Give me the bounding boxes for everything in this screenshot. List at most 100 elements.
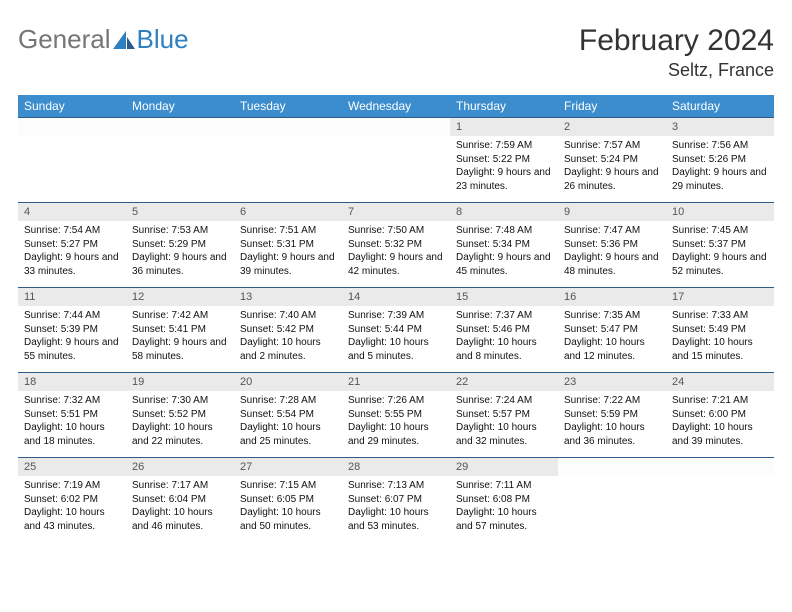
day-number: 29	[450, 458, 558, 476]
day-cell: 9Sunrise: 7:47 AMSunset: 5:36 PMDaylight…	[558, 203, 666, 288]
calendar-table: SundayMondayTuesdayWednesdayThursdayFrid…	[18, 95, 774, 543]
day-cell: 16Sunrise: 7:35 AMSunset: 5:47 PMDayligh…	[558, 288, 666, 373]
week-row: 11Sunrise: 7:44 AMSunset: 5:39 PMDayligh…	[18, 288, 774, 373]
day-number: 19	[126, 373, 234, 391]
day-number: 15	[450, 288, 558, 306]
day-number: 16	[558, 288, 666, 306]
day-detail: Sunrise: 7:17 AMSunset: 6:04 PMDaylight:…	[126, 476, 234, 536]
dayname-monday: Monday	[126, 95, 234, 118]
day-cell: 21Sunrise: 7:26 AMSunset: 5:55 PMDayligh…	[342, 373, 450, 458]
day-cell: 25Sunrise: 7:19 AMSunset: 6:02 PMDayligh…	[18, 458, 126, 543]
day-detail: Sunrise: 7:39 AMSunset: 5:44 PMDaylight:…	[342, 306, 450, 366]
day-cell: 5Sunrise: 7:53 AMSunset: 5:29 PMDaylight…	[126, 203, 234, 288]
day-cell: 8Sunrise: 7:48 AMSunset: 5:34 PMDaylight…	[450, 203, 558, 288]
day-number: 28	[342, 458, 450, 476]
day-detail: Sunrise: 7:53 AMSunset: 5:29 PMDaylight:…	[126, 221, 234, 281]
day-detail: Sunrise: 7:45 AMSunset: 5:37 PMDaylight:…	[666, 221, 774, 281]
day-number	[18, 118, 126, 136]
day-detail: Sunrise: 7:56 AMSunset: 5:26 PMDaylight:…	[666, 136, 774, 196]
day-detail: Sunrise: 7:33 AMSunset: 5:49 PMDaylight:…	[666, 306, 774, 366]
day-cell	[18, 118, 126, 203]
logo-text-blue: Blue	[137, 24, 189, 55]
day-detail: Sunrise: 7:40 AMSunset: 5:42 PMDaylight:…	[234, 306, 342, 366]
dayname-thursday: Thursday	[450, 95, 558, 118]
day-cell: 10Sunrise: 7:45 AMSunset: 5:37 PMDayligh…	[666, 203, 774, 288]
day-cell: 20Sunrise: 7:28 AMSunset: 5:54 PMDayligh…	[234, 373, 342, 458]
header: General Blue February 2024 Seltz, France	[18, 24, 774, 81]
day-detail: Sunrise: 7:26 AMSunset: 5:55 PMDaylight:…	[342, 391, 450, 451]
dayname-saturday: Saturday	[666, 95, 774, 118]
day-number: 4	[18, 203, 126, 221]
dayname-tuesday: Tuesday	[234, 95, 342, 118]
dayname-row: SundayMondayTuesdayWednesdayThursdayFrid…	[18, 95, 774, 118]
day-number: 22	[450, 373, 558, 391]
day-cell: 15Sunrise: 7:37 AMSunset: 5:46 PMDayligh…	[450, 288, 558, 373]
day-detail: Sunrise: 7:54 AMSunset: 5:27 PMDaylight:…	[18, 221, 126, 281]
day-cell: 28Sunrise: 7:13 AMSunset: 6:07 PMDayligh…	[342, 458, 450, 543]
logo-text-general: General	[18, 24, 111, 55]
day-number: 6	[234, 203, 342, 221]
day-number: 12	[126, 288, 234, 306]
day-detail: Sunrise: 7:15 AMSunset: 6:05 PMDaylight:…	[234, 476, 342, 536]
day-number: 7	[342, 203, 450, 221]
day-number	[126, 118, 234, 136]
week-row: 18Sunrise: 7:32 AMSunset: 5:51 PMDayligh…	[18, 373, 774, 458]
day-number: 11	[18, 288, 126, 306]
day-number: 20	[234, 373, 342, 391]
day-cell: 4Sunrise: 7:54 AMSunset: 5:27 PMDaylight…	[18, 203, 126, 288]
day-detail: Sunrise: 7:59 AMSunset: 5:22 PMDaylight:…	[450, 136, 558, 196]
day-cell: 7Sunrise: 7:50 AMSunset: 5:32 PMDaylight…	[342, 203, 450, 288]
day-cell: 27Sunrise: 7:15 AMSunset: 6:05 PMDayligh…	[234, 458, 342, 543]
page-title: February 2024	[579, 24, 774, 58]
day-cell: 24Sunrise: 7:21 AMSunset: 6:00 PMDayligh…	[666, 373, 774, 458]
day-cell	[558, 458, 666, 543]
dayname-sunday: Sunday	[18, 95, 126, 118]
day-cell	[234, 118, 342, 203]
day-detail: Sunrise: 7:21 AMSunset: 6:00 PMDaylight:…	[666, 391, 774, 451]
day-cell: 19Sunrise: 7:30 AMSunset: 5:52 PMDayligh…	[126, 373, 234, 458]
day-cell: 26Sunrise: 7:17 AMSunset: 6:04 PMDayligh…	[126, 458, 234, 543]
day-cell	[666, 458, 774, 543]
day-number: 13	[234, 288, 342, 306]
day-cell: 2Sunrise: 7:57 AMSunset: 5:24 PMDaylight…	[558, 118, 666, 203]
day-detail: Sunrise: 7:11 AMSunset: 6:08 PMDaylight:…	[450, 476, 558, 536]
day-detail: Sunrise: 7:35 AMSunset: 5:47 PMDaylight:…	[558, 306, 666, 366]
day-detail: Sunrise: 7:32 AMSunset: 5:51 PMDaylight:…	[18, 391, 126, 451]
day-cell: 11Sunrise: 7:44 AMSunset: 5:39 PMDayligh…	[18, 288, 126, 373]
day-number: 17	[666, 288, 774, 306]
day-detail: Sunrise: 7:24 AMSunset: 5:57 PMDaylight:…	[450, 391, 558, 451]
calendar-body: 1Sunrise: 7:59 AMSunset: 5:22 PMDaylight…	[18, 118, 774, 543]
day-cell: 6Sunrise: 7:51 AMSunset: 5:31 PMDaylight…	[234, 203, 342, 288]
day-number: 26	[126, 458, 234, 476]
day-cell: 22Sunrise: 7:24 AMSunset: 5:57 PMDayligh…	[450, 373, 558, 458]
day-number	[234, 118, 342, 136]
day-detail: Sunrise: 7:51 AMSunset: 5:31 PMDaylight:…	[234, 221, 342, 281]
day-detail: Sunrise: 7:44 AMSunset: 5:39 PMDaylight:…	[18, 306, 126, 366]
day-number: 10	[666, 203, 774, 221]
day-detail: Sunrise: 7:48 AMSunset: 5:34 PMDaylight:…	[450, 221, 558, 281]
day-number: 3	[666, 118, 774, 136]
dayname-friday: Friday	[558, 95, 666, 118]
week-row: 1Sunrise: 7:59 AMSunset: 5:22 PMDaylight…	[18, 118, 774, 203]
day-detail: Sunrise: 7:37 AMSunset: 5:46 PMDaylight:…	[450, 306, 558, 366]
day-number: 18	[18, 373, 126, 391]
day-number: 9	[558, 203, 666, 221]
day-detail: Sunrise: 7:28 AMSunset: 5:54 PMDaylight:…	[234, 391, 342, 451]
day-cell: 14Sunrise: 7:39 AMSunset: 5:44 PMDayligh…	[342, 288, 450, 373]
day-cell	[342, 118, 450, 203]
day-detail: Sunrise: 7:42 AMSunset: 5:41 PMDaylight:…	[126, 306, 234, 366]
day-detail: Sunrise: 7:22 AMSunset: 5:59 PMDaylight:…	[558, 391, 666, 451]
day-number	[666, 458, 774, 476]
day-detail: Sunrise: 7:57 AMSunset: 5:24 PMDaylight:…	[558, 136, 666, 196]
day-number: 5	[126, 203, 234, 221]
day-number: 8	[450, 203, 558, 221]
day-detail: Sunrise: 7:13 AMSunset: 6:07 PMDaylight:…	[342, 476, 450, 536]
day-number	[342, 118, 450, 136]
day-cell: 1Sunrise: 7:59 AMSunset: 5:22 PMDaylight…	[450, 118, 558, 203]
day-number: 14	[342, 288, 450, 306]
day-cell: 18Sunrise: 7:32 AMSunset: 5:51 PMDayligh…	[18, 373, 126, 458]
week-row: 4Sunrise: 7:54 AMSunset: 5:27 PMDaylight…	[18, 203, 774, 288]
day-cell: 12Sunrise: 7:42 AMSunset: 5:41 PMDayligh…	[126, 288, 234, 373]
day-number: 27	[234, 458, 342, 476]
location: Seltz, France	[579, 60, 774, 81]
